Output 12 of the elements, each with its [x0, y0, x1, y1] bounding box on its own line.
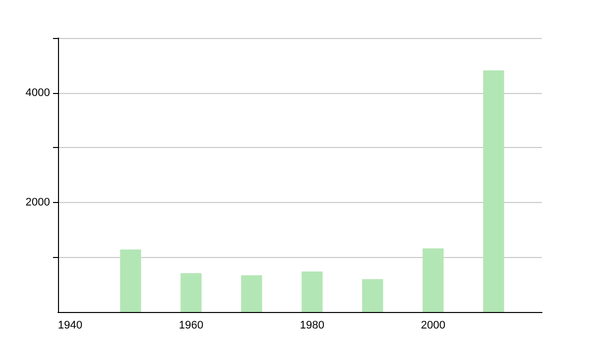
bar: [120, 250, 142, 312]
x-tick-label: 1980: [300, 320, 324, 332]
x-tick-label: 1960: [178, 320, 204, 332]
bar: [302, 271, 323, 312]
bar: [422, 248, 444, 312]
bar: [241, 275, 262, 312]
x-tick-label: 2000: [420, 320, 446, 332]
bar: [362, 279, 384, 312]
bar: [483, 70, 504, 312]
y-tick-label: 4000: [26, 86, 50, 99]
bar: [180, 273, 202, 312]
x-tick-label: 1940: [58, 320, 82, 332]
